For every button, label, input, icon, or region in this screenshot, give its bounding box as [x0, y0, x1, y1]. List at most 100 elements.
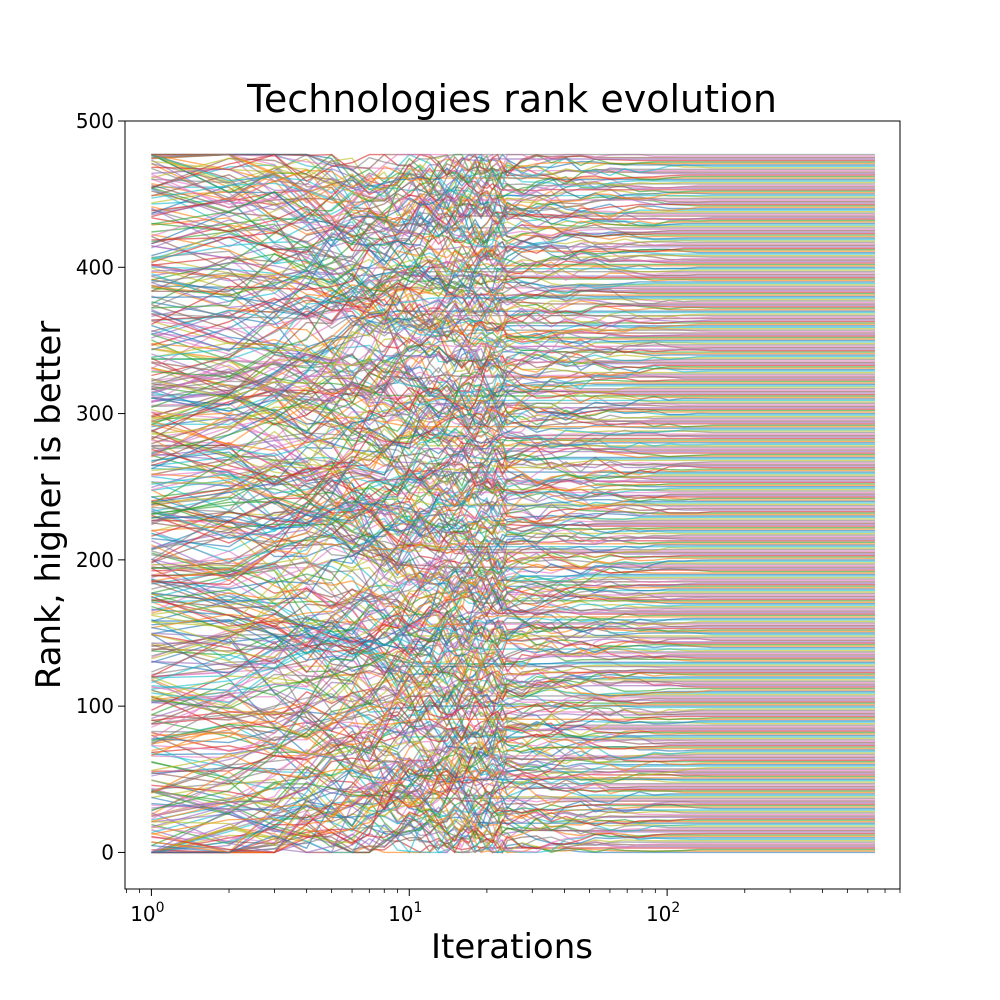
series-line — [151, 347, 875, 505]
series-line — [151, 203, 875, 291]
series-line — [151, 742, 875, 815]
series-line — [151, 711, 875, 847]
series-line — [151, 318, 875, 352]
series-line — [151, 374, 875, 445]
series-line — [151, 578, 875, 614]
series-line — [151, 636, 875, 690]
series-line — [151, 719, 875, 772]
series-line — [151, 245, 875, 320]
series-line — [151, 453, 875, 548]
series-line — [151, 458, 875, 537]
series-line — [151, 266, 875, 349]
series-line — [151, 673, 875, 716]
series-line — [151, 285, 875, 390]
series-line — [151, 746, 875, 844]
series-line — [151, 548, 875, 644]
series-line — [151, 264, 875, 350]
series-line — [151, 554, 875, 589]
series-line — [151, 293, 875, 382]
series-line — [151, 188, 875, 348]
series-line — [151, 465, 875, 513]
series-line — [151, 737, 875, 854]
series-line — [151, 746, 875, 846]
series-line — [151, 162, 875, 230]
series-line — [151, 208, 875, 294]
series-line — [151, 718, 875, 823]
series-line — [151, 385, 875, 473]
series-line — [151, 721, 875, 778]
series-line — [151, 337, 875, 388]
series-line — [151, 249, 875, 329]
series-line — [151, 662, 875, 725]
series-line — [151, 306, 875, 504]
series-line — [151, 500, 875, 585]
series-line — [151, 475, 875, 594]
series-line — [151, 686, 875, 794]
chart-title: Technologies rank evolution — [246, 77, 777, 121]
series-line — [151, 393, 875, 454]
series-line — [151, 234, 875, 441]
series-line — [151, 695, 875, 750]
series-line — [151, 284, 875, 412]
series-line — [151, 642, 875, 820]
series-line — [151, 599, 875, 656]
series-line — [151, 700, 875, 748]
series-line — [151, 291, 875, 402]
series-line — [151, 745, 875, 798]
series-line — [151, 826, 875, 854]
series-line — [151, 169, 875, 245]
series-line — [151, 529, 875, 652]
series-line — [151, 703, 875, 812]
series-line — [151, 366, 875, 505]
series-line — [151, 598, 875, 671]
x-tick-label: 102 — [646, 900, 680, 926]
y-axis: 0 100 200 300 400 500 — [76, 109, 125, 864]
series-line — [151, 180, 875, 292]
series-line — [151, 166, 875, 237]
x-tick-label: 101 — [388, 900, 422, 926]
series-line — [151, 605, 875, 710]
series-line — [151, 552, 875, 673]
series-line — [151, 634, 875, 694]
series-line — [151, 153, 875, 245]
series-line — [151, 789, 875, 854]
series-line — [151, 357, 875, 441]
series-line — [151, 457, 875, 496]
series-line — [151, 492, 875, 564]
series-line — [151, 261, 875, 353]
series-line — [151, 639, 875, 759]
series-line — [151, 477, 875, 666]
y-axis-label: Rank, higher is better — [29, 321, 69, 689]
series-line — [151, 345, 875, 432]
series-line — [151, 752, 875, 817]
series-line — [151, 613, 875, 755]
series-line — [151, 571, 875, 670]
series-line — [151, 659, 875, 713]
series-line — [151, 436, 875, 481]
series-line — [151, 660, 875, 772]
series-line — [151, 483, 875, 544]
x-axis-label: Iterations — [431, 927, 593, 967]
series-line — [151, 313, 875, 412]
series-line — [151, 485, 875, 538]
y-tick-label: 100 — [76, 694, 114, 718]
y-tick-label: 500 — [76, 109, 114, 133]
series-line — [151, 787, 875, 854]
series-line — [151, 153, 875, 227]
series-line — [151, 153, 875, 199]
series-line — [151, 174, 875, 287]
series-line — [151, 337, 875, 392]
series-line — [151, 310, 875, 412]
series-line — [151, 596, 875, 668]
series-line — [151, 153, 875, 309]
series-line — [151, 231, 875, 378]
series-line — [151, 153, 875, 221]
series-line — [151, 590, 875, 664]
series-line — [151, 636, 875, 809]
series-line — [151, 398, 875, 457]
series-line — [151, 727, 875, 811]
series-line — [151, 553, 875, 660]
series-line — [151, 153, 875, 186]
series-line — [151, 247, 875, 321]
